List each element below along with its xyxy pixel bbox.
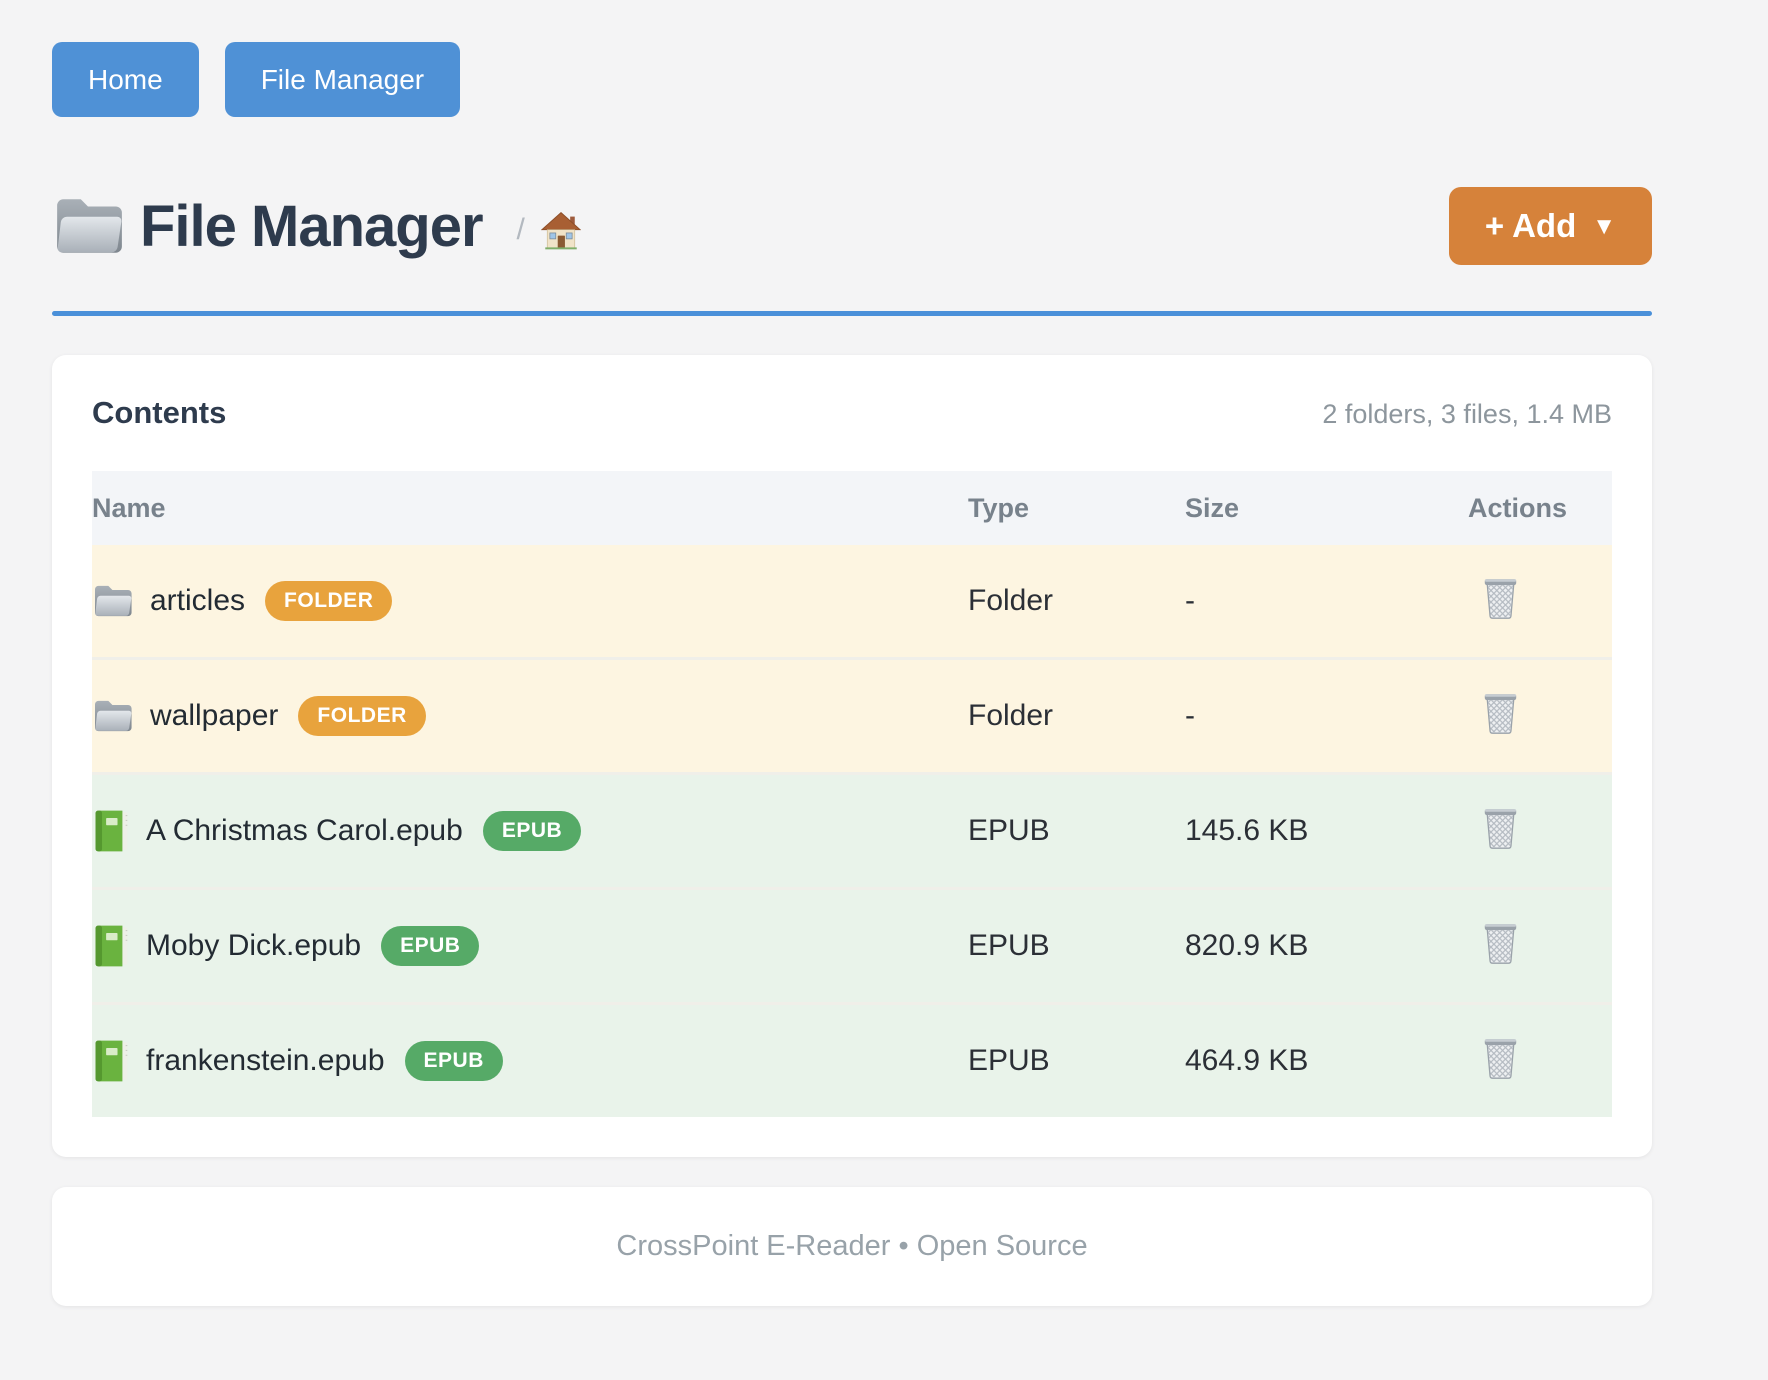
add-button-label: + Add [1484, 207, 1577, 244]
top-nav: Home File Manager [52, 42, 1652, 117]
delete-button[interactable] [1482, 576, 1519, 619]
column-header-name: Name [92, 471, 968, 545]
file-type: Folder [968, 658, 1185, 774]
contents-heading: Contents [92, 395, 227, 430]
type-badge: EPUB [482, 811, 582, 851]
table-row: wallpaper FOLDER Folder - [92, 658, 1612, 774]
page-title: File Manager [140, 193, 484, 259]
column-header-size: Size [1185, 471, 1468, 545]
folder-icon [52, 194, 126, 258]
trash-icon [1482, 1036, 1519, 1079]
trash-icon [1482, 806, 1519, 849]
type-badge: EPUB [404, 1041, 503, 1081]
home-nav-button[interactable]: Home [52, 42, 199, 117]
file-name-link[interactable]: wallpaper [150, 699, 279, 732]
green-book-icon [92, 1039, 130, 1083]
contents-card: Contents 2 folders, 3 files, 1.4 MB Name… [52, 355, 1652, 1157]
type-badge: EPUB [381, 926, 480, 966]
file-name-link[interactable]: A Christmas Carol.epub [146, 814, 463, 847]
page-header: File Manager / + Add ▼ [52, 187, 1652, 265]
table-header-row: Name Type Size Actions [92, 471, 1612, 545]
green-book-icon [92, 924, 130, 968]
table-row: Moby Dick.epub EPUB EPUB 820.9 KB [92, 888, 1612, 1004]
table-row: frankenstein.epub EPUB EPUB 464.9 KB [92, 1003, 1612, 1117]
file-size: 464.9 KB [1185, 1003, 1468, 1117]
table-body: articles FOLDER Folder - wallpaper FOLDE… [92, 545, 1612, 1117]
file-type: EPUB [968, 888, 1185, 1004]
footer: CrossPoint E-Reader • Open Source [52, 1187, 1652, 1306]
file-type: EPUB [968, 773, 1185, 889]
delete-button[interactable] [1482, 806, 1519, 849]
column-header-type: Type [968, 471, 1185, 545]
file-size: - [1185, 658, 1468, 774]
file-name-link[interactable]: Moby Dick.epub [146, 929, 362, 962]
delete-button[interactable] [1482, 691, 1519, 734]
type-badge: FOLDER [298, 696, 426, 736]
file-type: Folder [968, 545, 1185, 659]
folder-icon [92, 698, 134, 734]
column-header-actions: Actions [1468, 471, 1612, 545]
footer-text: CrossPoint E-Reader • Open Source [616, 1230, 1088, 1262]
file-type: EPUB [968, 1003, 1185, 1117]
file-manager-nav-button[interactable]: File Manager [224, 42, 461, 117]
chevron-down-icon: ▼ [1592, 213, 1616, 240]
title-underline [52, 311, 1652, 316]
file-name-link[interactable]: frankenstein.epub [146, 1044, 385, 1077]
file-size: 145.6 KB [1185, 773, 1468, 889]
file-size: 820.9 KB [1185, 888, 1468, 1004]
files-table: Name Type Size Actions articles FOLDER F… [92, 471, 1612, 1117]
table-row: articles FOLDER Folder - [92, 545, 1612, 659]
breadcrumb-separator: / [516, 213, 525, 246]
trash-icon [1482, 921, 1519, 964]
green-book-icon [92, 809, 130, 853]
contents-summary: 2 folders, 3 files, 1.4 MB [1322, 399, 1612, 429]
table-row: A Christmas Carol.epub EPUB EPUB 145.6 K… [92, 773, 1612, 889]
type-badge: FOLDER [265, 581, 393, 621]
house-icon [541, 212, 581, 250]
file-size: - [1185, 545, 1468, 659]
delete-button[interactable] [1482, 1036, 1519, 1079]
delete-button[interactable] [1482, 921, 1519, 964]
trash-icon [1482, 576, 1519, 619]
file-name-link[interactable]: articles [150, 584, 246, 617]
breadcrumb-home-link[interactable] [541, 212, 581, 250]
folder-icon [92, 583, 134, 619]
page-container: Home File Manager File Manager / + Add ▼… [52, 0, 1652, 1306]
trash-icon [1482, 691, 1519, 734]
add-button[interactable]: + Add ▼ [1448, 187, 1652, 265]
